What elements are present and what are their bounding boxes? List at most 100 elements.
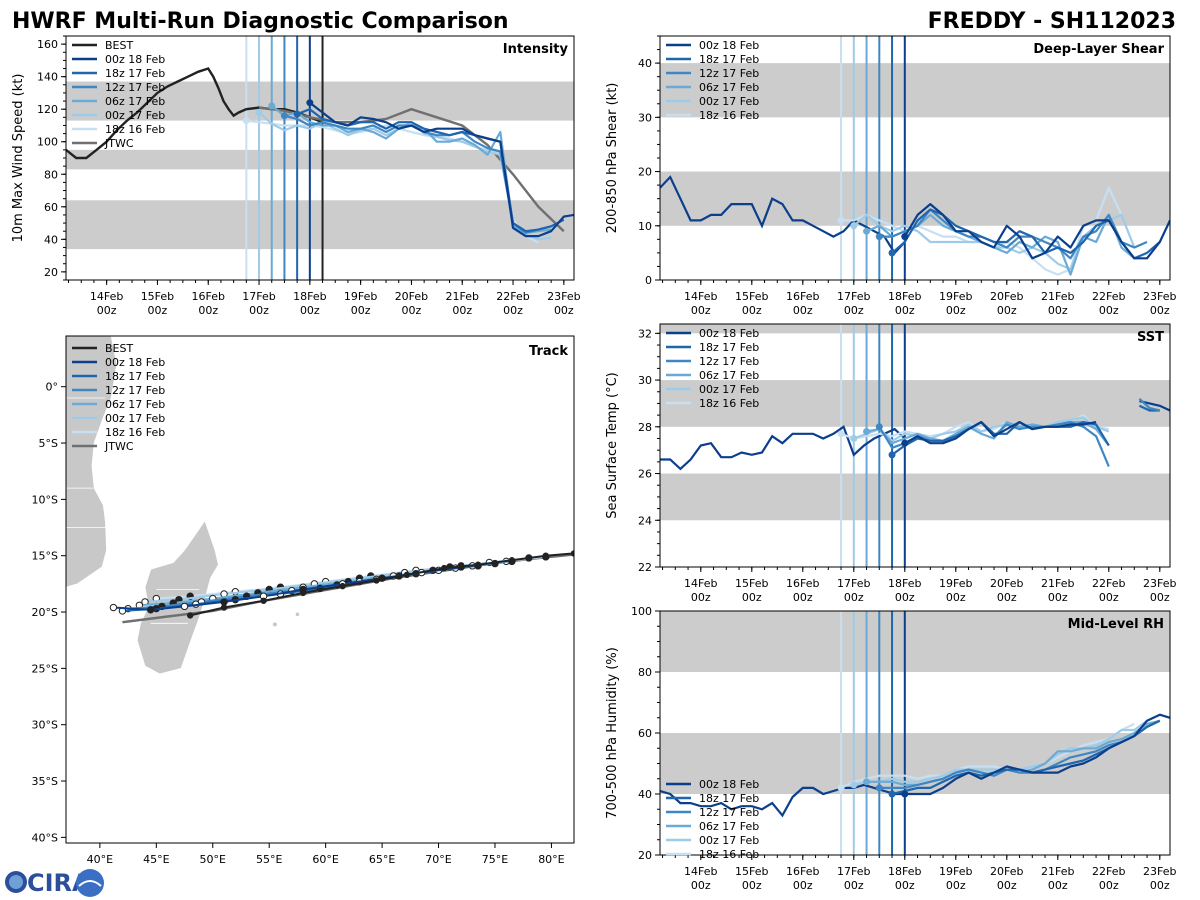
rh-xtick-hour-7: 00z bbox=[1048, 879, 1068, 892]
track-ytick-label-0: 0° bbox=[46, 381, 59, 394]
track-series-point-5 bbox=[220, 598, 228, 606]
shear-band-0 bbox=[660, 171, 1170, 226]
cira-logo: CIRA bbox=[5, 869, 104, 897]
shear-legend-label-5: 18z 16 Feb bbox=[699, 109, 759, 122]
intensity-jtwc-line bbox=[258, 106, 565, 233]
track-best-point bbox=[299, 589, 307, 597]
track-legend-label-7: JTWC bbox=[104, 440, 134, 453]
shear-xtick-date-6: 20Feb bbox=[990, 290, 1023, 303]
track-ytick-label-4: 20°S bbox=[32, 606, 58, 619]
track-best-point bbox=[220, 604, 228, 611]
intensity-xtick-hour-1: 00z bbox=[148, 304, 168, 317]
sst-tail-segment-2 bbox=[1138, 397, 1161, 412]
sst-band-2 bbox=[660, 324, 1170, 334]
shear-xtick-date-9: 23Feb bbox=[1143, 290, 1176, 303]
track-xtick-label-5: 65°E bbox=[369, 853, 395, 866]
shear-series-line-5 bbox=[903, 203, 1170, 260]
track-panel-title: Track bbox=[529, 344, 568, 359]
rh-xtick-date-3: 17Feb bbox=[837, 865, 870, 878]
rh-xtick-hour-2: 00z bbox=[793, 879, 813, 892]
shear-series-start-point-2 bbox=[863, 227, 871, 235]
rh-xtick-hour-3: 00z bbox=[844, 879, 864, 892]
shear-legend-label-1: 18z 17 Feb bbox=[699, 53, 759, 66]
rh-panel: 2040608010014Feb00z15Feb00z16Feb00z17Feb… bbox=[605, 605, 1177, 892]
shear-plot-area bbox=[660, 36, 1170, 280]
rh-xtick-hour-5: 00z bbox=[946, 879, 966, 892]
sst-xtick-hour-1: 00z bbox=[742, 591, 762, 604]
track-xtick-label-2: 50°E bbox=[200, 853, 226, 866]
sst-xtick-date-8: 22Feb bbox=[1092, 577, 1125, 590]
shear-ytick-label-3: 30 bbox=[638, 111, 652, 124]
sst-plot-area bbox=[660, 324, 1170, 567]
rh-xtick-date-4: 18Feb bbox=[888, 865, 921, 878]
shear-ytick-label-4: 40 bbox=[638, 57, 652, 70]
intensity-xtick-hour-3: 00z bbox=[249, 304, 269, 317]
shear-xtick-date-2: 16Feb bbox=[786, 290, 819, 303]
shear-xtick-date-0: 14Feb bbox=[684, 290, 717, 303]
rh-xtick-date-6: 20Feb bbox=[990, 865, 1023, 878]
track-best-point bbox=[474, 561, 482, 568]
intensity-series-start-point-3 bbox=[280, 112, 288, 120]
sst-series-start-point-5 bbox=[901, 439, 909, 447]
cira-globe-inner-icon bbox=[9, 875, 23, 889]
sst-xtick-date-1: 15Feb bbox=[735, 577, 768, 590]
sst-xtick-date-4: 18Feb bbox=[888, 577, 921, 590]
rh-plot-area bbox=[660, 611, 1170, 855]
sst-ytick-label-4: 30 bbox=[638, 374, 652, 387]
track-ytick-label-7: 35°S bbox=[32, 775, 58, 788]
intensity-xtick-hour-9: 00z bbox=[554, 304, 574, 317]
rh-series-start-point-4 bbox=[888, 790, 896, 798]
sst-series-line-1 bbox=[853, 416, 1110, 442]
shear-ytick-label-2: 20 bbox=[638, 166, 652, 179]
rh-xtick-hour-1: 00z bbox=[742, 879, 762, 892]
sst-xtick-date-2: 16Feb bbox=[786, 577, 819, 590]
intensity-xtick-date-8: 22Feb bbox=[496, 290, 529, 303]
sst-panel: 22242628303214Feb00z15Feb00z16Feb00z17Fe… bbox=[605, 323, 1177, 604]
shear-band-1 bbox=[660, 63, 1170, 118]
track-best-point bbox=[570, 550, 574, 557]
track-xtick-label-6: 70°E bbox=[425, 853, 451, 866]
rh-xtick-hour-0: 00z bbox=[691, 879, 711, 892]
track-ytick-label-3: 15°S bbox=[32, 550, 58, 563]
shear-xtick-hour-3: 00z bbox=[844, 304, 864, 317]
intensity-legend-label-0: BEST bbox=[105, 39, 133, 52]
shear-xtick-hour-5: 00z bbox=[946, 304, 966, 317]
rh-series-line-0 bbox=[840, 722, 1135, 789]
rh-xtick-hour-4: 00z bbox=[895, 879, 915, 892]
shear-xtick-date-1: 15Feb bbox=[735, 290, 768, 303]
track-best-point bbox=[260, 597, 267, 604]
intensity-xtick-hour-8: 00z bbox=[503, 304, 523, 317]
intensity-plot-area bbox=[66, 36, 574, 280]
rh-xtick-hour-8: 00z bbox=[1099, 879, 1119, 892]
intensity-series-line-5 bbox=[309, 101, 574, 238]
track-best-point bbox=[440, 564, 448, 572]
shear-panel-title: Deep-Layer Shear bbox=[1033, 42, 1164, 57]
track-ytick-label-8: 40°S bbox=[32, 831, 58, 844]
track-best-point bbox=[339, 582, 346, 590]
shear-xtick-hour-9: 00z bbox=[1150, 304, 1170, 317]
track-ytick-label-2: 10°S bbox=[32, 493, 58, 506]
shear-xtick-date-3: 17Feb bbox=[837, 290, 870, 303]
sst-legend-label-3: 06z 17 Feb bbox=[699, 369, 759, 382]
shear-legend-label-0: 00z 18 Feb bbox=[699, 39, 759, 52]
rh-series-line-3 bbox=[879, 719, 1161, 790]
shear-series-start-point-5 bbox=[901, 233, 909, 241]
track-best-point bbox=[403, 571, 411, 579]
intensity-xtick-hour-5: 00z bbox=[351, 304, 371, 317]
rh-legend-label-0: 00z 18 Feb bbox=[699, 778, 759, 791]
sst-ylabel: Sea Surface Temp (°C) bbox=[605, 372, 620, 519]
rh-xtick-date-2: 16Feb bbox=[786, 865, 819, 878]
intensity-legend-label-5: 00z 17 Feb bbox=[105, 109, 165, 122]
intensity-ytick-label-6: 140 bbox=[37, 71, 58, 84]
sst-panel-title: SST bbox=[1137, 330, 1164, 345]
track-legend-label-1: 00z 18 Feb bbox=[105, 356, 165, 369]
intensity-xtick-date-6: 20Feb bbox=[395, 290, 428, 303]
sst-xtick-hour-6: 00z bbox=[997, 591, 1017, 604]
rh-series-start-point-0 bbox=[837, 784, 845, 792]
intensity-legend-label-4: 06z 17 Feb bbox=[105, 95, 165, 108]
rh-legend-label-3: 06z 17 Feb bbox=[699, 820, 759, 833]
